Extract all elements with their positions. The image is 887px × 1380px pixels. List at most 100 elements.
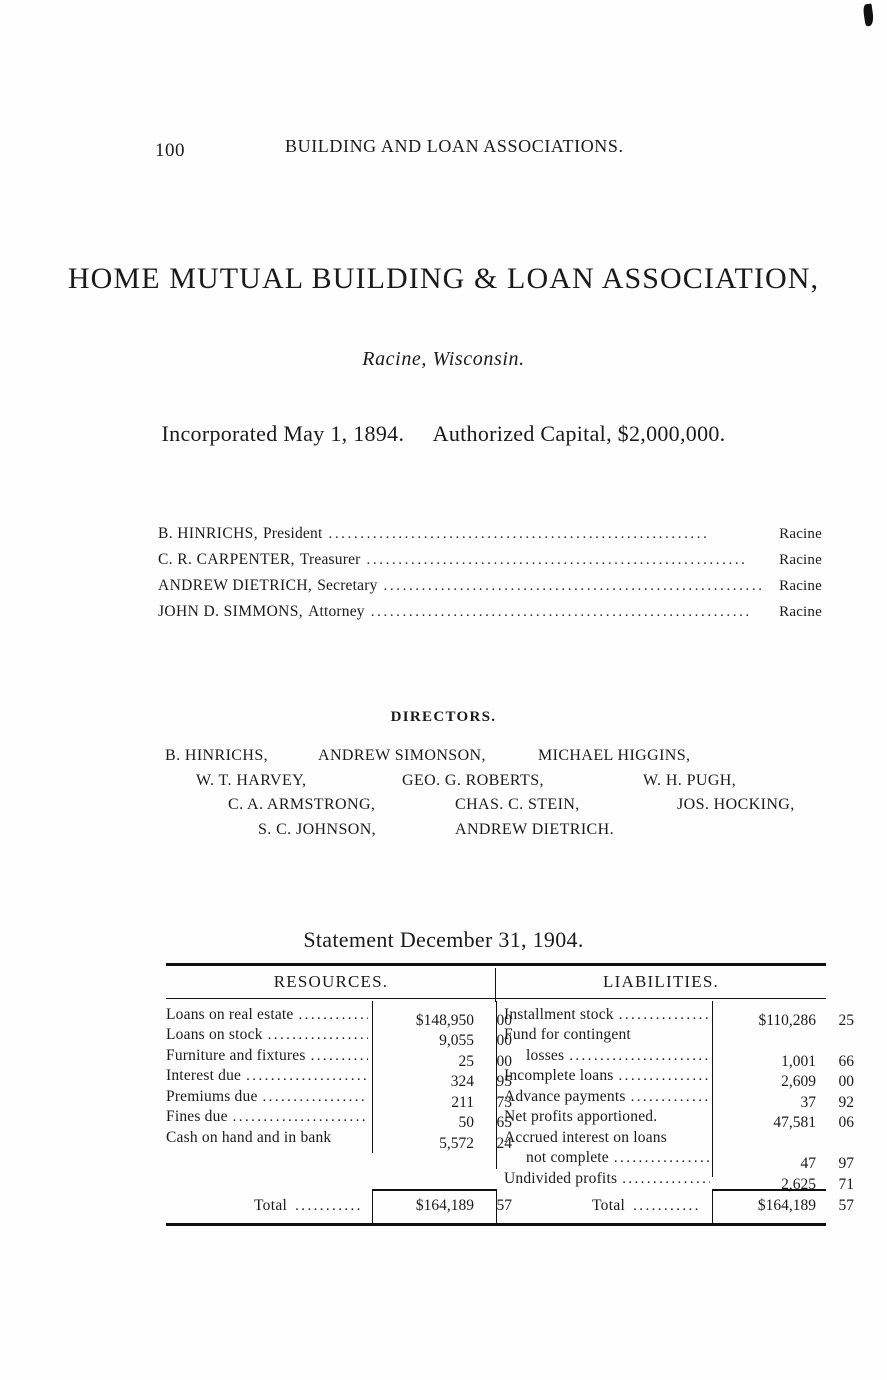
statement-row: Loans on real estate....................… xyxy=(166,1005,370,1026)
officer-city: Racine xyxy=(779,526,822,542)
statement-row: not complete......................... xyxy=(504,1148,712,1169)
officer-row: C. R. CARPENTER, Treasurer .............… xyxy=(158,547,822,573)
director-name: JOS. HOCKING, xyxy=(677,796,795,813)
total-label: Total xyxy=(254,1197,288,1215)
authorized-capital: Authorized Capital, $2,000,000. xyxy=(432,421,726,446)
director-name: MICHAEL HIGGINS, xyxy=(538,747,691,764)
director-name: W. H. PUGH, xyxy=(643,771,737,789)
officer-row: ANDREW DIETRICH, Secretary .............… xyxy=(158,573,822,599)
table-bottom-rule xyxy=(166,1223,826,1226)
statement-row: Undivided profits.......................… xyxy=(504,1169,712,1190)
amount-row: 50 65 xyxy=(458,1114,513,1132)
amount-row: 37 92 xyxy=(800,1093,855,1111)
amount-row: 2,625 71 xyxy=(781,1175,854,1193)
dot-leader: ........................................… xyxy=(370,604,752,620)
directors-row: B. HINRICHS, ANDREW SIMONSON, MICHAEL HI… xyxy=(0,744,887,769)
liabilities-total-amount: $164,189 57 xyxy=(757,1197,854,1215)
officer-row: JOHN D. SIMMONS, Attorney ..............… xyxy=(158,599,822,625)
statement-row: losses......................... xyxy=(504,1046,712,1067)
dot-leader: ......................... xyxy=(310,1047,368,1064)
resources-total-divider xyxy=(372,1189,374,1224)
incorporated-date: Incorporated May 1, 1894. xyxy=(161,421,405,446)
officer-name: JOHN D. SIMMONS, xyxy=(158,603,304,620)
dot-leader: ......................... xyxy=(246,1068,368,1085)
amount-row: 47 97 xyxy=(800,1155,855,1173)
table-body: Loans on real estate....................… xyxy=(166,999,854,1193)
director-name: B. HINRICHS, xyxy=(165,747,269,764)
amount-row: 324 95 xyxy=(450,1073,512,1091)
resources-column: Loans on real estate....................… xyxy=(166,1005,513,1190)
liabilities-total-rule xyxy=(713,1189,826,1191)
officers-list: B. HINRICHS, President .................… xyxy=(158,521,822,625)
scan-artifact-mark xyxy=(862,3,875,27)
directors-heading: DIRECTORS. xyxy=(390,709,497,725)
dot-leader: ......................... xyxy=(613,1150,710,1167)
dot-leader: ......................... xyxy=(232,1109,368,1126)
dot-leader: ......................... xyxy=(569,1047,710,1064)
officer-role: Attorney xyxy=(308,603,365,620)
amount-row: 5,572 24 xyxy=(439,1134,512,1152)
statement-row: Cash on hand and in bank xyxy=(166,1128,332,1146)
statement-row: Accrued interest on loans xyxy=(504,1128,667,1146)
statement-row: Furniture and fixtures..................… xyxy=(166,1046,370,1067)
directors-row: S. C. JOHNSON, ANDREW DIETRICH. xyxy=(0,818,887,843)
directors-row: W. T. HARVEY, GEO. G. ROBERTS, W. H. PUG… xyxy=(0,769,887,794)
totals-row: Total ........... $164,189 57 Total .....… xyxy=(166,1189,854,1224)
officer-name: C. R. CARPENTER, xyxy=(158,551,295,568)
statement-row: Loans on stock......................... xyxy=(166,1025,370,1046)
statement-title: Statement December 31, 1904. xyxy=(303,927,584,952)
incorporation-line: Incorporated May 1, 1894. Authorized Cap… xyxy=(0,421,887,447)
amount-row: 25 00 xyxy=(458,1052,513,1070)
director-name: ANDREW SIMONSON, xyxy=(318,747,486,764)
liabilities-value-divider xyxy=(712,1000,714,1177)
center-total-divider xyxy=(496,1189,498,1224)
dot-leader: ......................... xyxy=(267,1027,368,1044)
director-name: W. T. HARVEY, xyxy=(196,771,307,789)
statement-row: Premiums due......................... xyxy=(166,1087,370,1108)
amount-row: 47,581 06 xyxy=(773,1114,854,1132)
dot-leader: ........................................… xyxy=(383,578,765,594)
directors-row: C. A. ARMSTRONG, CHAS. C. STEIN, JOS. HO… xyxy=(0,793,887,818)
dot-leader: ........................................… xyxy=(328,526,710,542)
statement-row: Fund for contingent xyxy=(504,1026,631,1044)
dot-leader: ......................... xyxy=(618,1006,710,1023)
center-divider xyxy=(496,1000,498,1169)
resources-total-rule xyxy=(373,1189,496,1191)
page-number: 100 xyxy=(155,140,185,161)
amount-row: 9,055 00 xyxy=(439,1032,512,1050)
director-name: CHAS. C. STEIN, xyxy=(455,796,580,813)
table-header-rule xyxy=(166,997,826,999)
statement-row: Fines due......................... xyxy=(166,1107,370,1128)
dot-leader: ......................... xyxy=(622,1170,710,1187)
resources-total-amount: $164,189 57 xyxy=(415,1197,512,1215)
statement-row: Net profits apportioned. xyxy=(504,1108,658,1126)
liabilities-total: Total ........... $164,189 57 xyxy=(496,1197,854,1215)
director-name: ANDREW DIETRICH. xyxy=(455,820,614,838)
statement-row: Advance payments........................… xyxy=(504,1087,712,1108)
dot-leader: ......................... xyxy=(630,1088,710,1105)
running-head-title: BUILDING AND LOAN ASSOCIATIONS. xyxy=(285,136,624,156)
liabilities-column: Installment stock.......................… xyxy=(496,1005,854,1193)
dot-leader: ........... xyxy=(633,1198,701,1215)
statement-row: Installment stock.......................… xyxy=(504,1005,712,1026)
officer-role: President xyxy=(262,525,323,542)
officer-row: B. HINRICHS, President .................… xyxy=(158,521,822,547)
officer-role: Secretary xyxy=(317,577,378,594)
resources-total: Total ........... $164,189 57 xyxy=(166,1197,512,1215)
dot-leader: ......................... xyxy=(262,1088,368,1105)
director-name: C. A. ARMSTRONG, xyxy=(228,796,376,813)
amount-row: $148,950 00 xyxy=(415,1011,512,1029)
dot-leader: ......................... xyxy=(618,1068,710,1085)
dot-leader: ......................... xyxy=(298,1006,368,1023)
amount-row: 2,609 00 xyxy=(781,1073,854,1091)
table-header-row: RESOURCES. LIABILITIES. xyxy=(166,966,826,1002)
officer-city: Racine xyxy=(779,552,822,568)
amount-row: $110,286 25 xyxy=(758,1011,854,1029)
dot-leader: ........... xyxy=(295,1198,363,1215)
association-location: Racine, Wisconsin. xyxy=(362,348,525,370)
officer-city: Racine xyxy=(779,578,822,594)
amount-row: 1,001 66 xyxy=(781,1052,854,1070)
resources-amounts: $148,950 00 9,055 00 25 00 324 95 211 73 50 65… xyxy=(378,1011,513,1155)
column-header-resources: RESOURCES. xyxy=(166,967,496,1002)
